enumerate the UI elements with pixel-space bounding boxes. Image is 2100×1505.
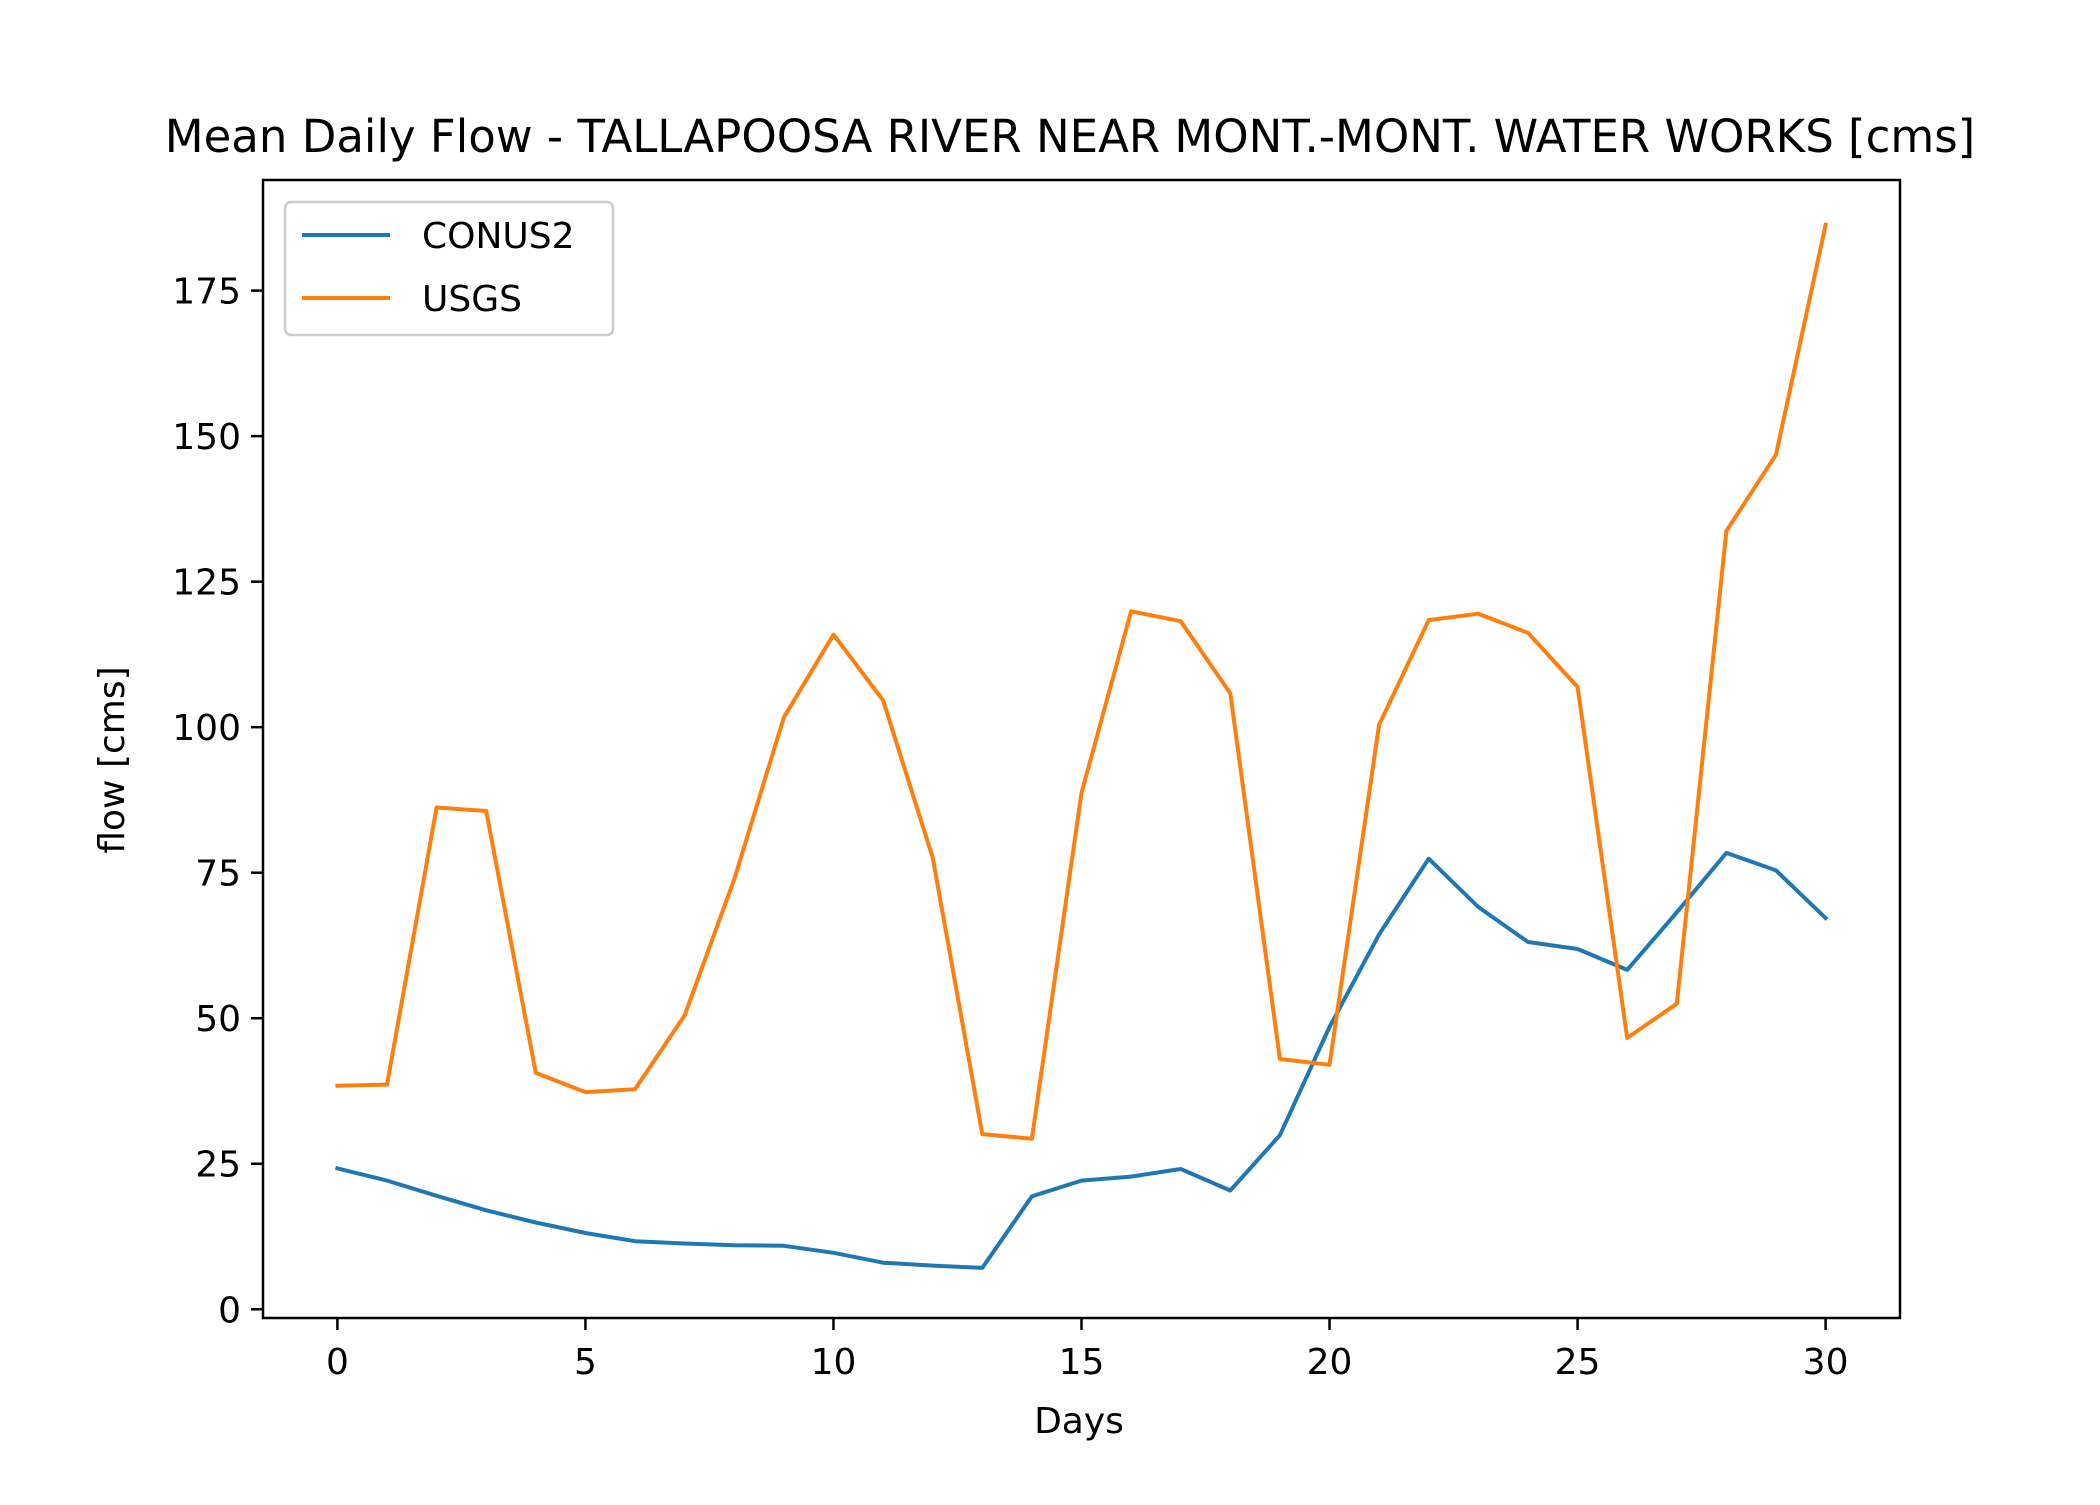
y-tick-label: 25 [195,1145,241,1186]
y-axis-label: flow [cms] [92,666,133,853]
plot-frame [261,178,1902,1320]
x-tick-label: 0 [326,1342,349,1383]
legend-label-conus2: CONUS2 [422,216,575,257]
x-tick-label: 10 [811,1342,857,1383]
x-tick-label: 25 [1555,1342,1601,1383]
x-axis-label: Days [1034,1401,1124,1442]
x-tick-label: 5 [574,1342,597,1383]
x-tick-label: 20 [1307,1342,1353,1383]
series-line-conus2 [334,850,1829,1270]
legend-label-usgs: USGS [422,279,522,320]
series-line-usgs [335,222,1828,1141]
y-tick-label: 75 [195,854,241,895]
y-tick-label: 175 [172,272,241,313]
y-tick-label: 150 [172,417,241,458]
y-tick-label: 100 [172,708,241,749]
x-tick-label: 30 [1803,1342,1849,1383]
chart-title: Mean Daily Flow - TALLAPOOSA RIVER NEAR … [165,110,1975,163]
plot-area: 0 5 10 15 20 25 30 0 25 50 75 100 125 150 175 CONUS2 USG… [172,178,1902,1383]
x-tick-label: 15 [1059,1342,1105,1383]
y-tick-label: 50 [195,999,241,1040]
y-tick-label: 0 [218,1290,241,1331]
y-tick-label: 125 [172,563,241,604]
